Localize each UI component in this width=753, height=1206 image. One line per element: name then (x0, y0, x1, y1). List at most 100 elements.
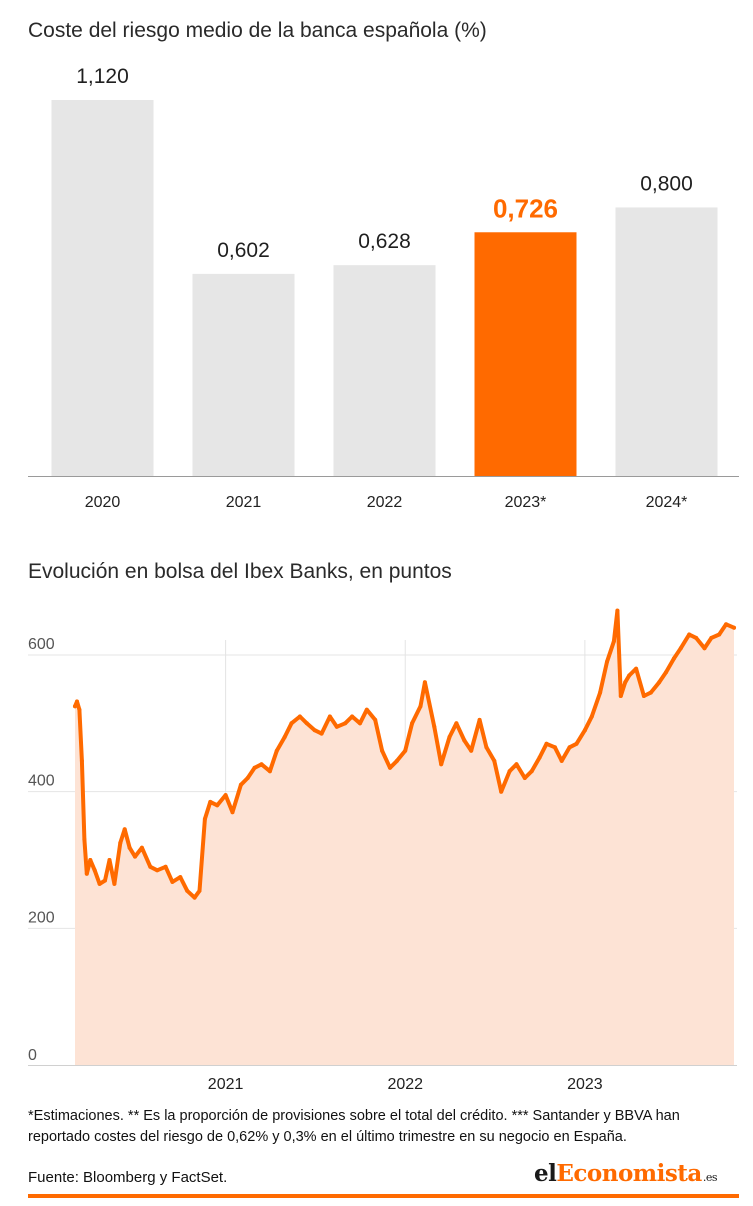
data-point (88, 858, 93, 862)
data-point (634, 666, 639, 671)
x-tick-label: 2022 (387, 1076, 423, 1093)
data-point (118, 840, 123, 845)
data-point (462, 738, 467, 743)
data-point (112, 881, 117, 886)
data-point (544, 741, 549, 746)
bar-category-label: 2022 (367, 494, 403, 511)
data-point (185, 888, 190, 893)
data-point (373, 717, 378, 722)
ibex-banks-area-chart: 0 200 400 600 2021 2022 2023 (28, 608, 737, 1093)
data-point (672, 656, 676, 661)
data-point (73, 704, 77, 709)
bar-2021 (192, 273, 295, 476)
bar-value-label: 1,120 (76, 65, 129, 88)
data-point (163, 864, 168, 869)
data-point (289, 721, 294, 726)
data-point (403, 748, 408, 753)
data-point (605, 659, 609, 664)
source-note: Fuente: Bloomberg y FactSet. (28, 1169, 228, 1186)
x-tick-label: 2023 (567, 1076, 603, 1093)
y-tick-label: 400 (28, 773, 55, 790)
data-point (567, 745, 572, 750)
data-point (103, 878, 107, 883)
data-point (245, 776, 250, 780)
data-point (334, 724, 339, 729)
data-point (582, 728, 587, 733)
data-point (477, 717, 482, 722)
bottom-rule (28, 1194, 739, 1198)
data-point (127, 845, 132, 850)
data-point (507, 769, 512, 774)
data-point (447, 735, 452, 739)
brand-logo[interactable]: elEconomista.es (533, 1160, 718, 1187)
data-point (388, 765, 392, 770)
data-point (492, 758, 497, 763)
bar-category-label: 2020 (85, 494, 121, 511)
data-point (208, 799, 213, 804)
bar-value-label: 0,726 (493, 193, 558, 223)
data-point (343, 721, 348, 726)
data-point (641, 694, 646, 698)
data-point (192, 895, 197, 900)
data-point (274, 748, 279, 753)
data-point (657, 680, 662, 685)
cost-of-risk-bar-chart: 1,120 2020 0,602 2021 0,628 2022 0,726 2023* 0,8… (28, 65, 739, 511)
data-point (77, 707, 82, 712)
data-point (422, 680, 427, 685)
data-point (82, 837, 87, 842)
data-point (259, 762, 264, 767)
data-point (327, 714, 332, 719)
data-point (687, 632, 692, 637)
data-point (702, 646, 707, 651)
data-point (380, 748, 385, 753)
data-point (97, 881, 102, 886)
data-point (709, 635, 714, 640)
data-point (598, 690, 603, 695)
data-point (178, 875, 183, 880)
data-point (574, 741, 579, 746)
data-point (439, 762, 444, 767)
data-point (79, 758, 84, 763)
data-point (529, 769, 534, 774)
x-tick-label: 2021 (208, 1076, 244, 1093)
data-point (627, 673, 632, 678)
data-point (267, 769, 272, 774)
data-point (297, 714, 302, 719)
data-point (252, 765, 257, 770)
data-point (358, 721, 362, 726)
data-point (514, 762, 519, 767)
data-point (304, 721, 309, 726)
data-point (319, 731, 324, 736)
data-point (589, 714, 594, 719)
data-point (202, 817, 207, 821)
data-point (394, 758, 399, 763)
data-point (312, 728, 317, 733)
data-point (107, 858, 112, 862)
data-point (484, 745, 489, 750)
data-point (454, 721, 459, 726)
data-point (664, 670, 669, 675)
data-point (410, 721, 415, 726)
data-point (724, 622, 729, 627)
data-point (75, 699, 79, 704)
data-point (350, 714, 355, 719)
data-point (717, 632, 722, 637)
data-point (230, 810, 235, 815)
data-point (469, 748, 474, 753)
data-point (694, 635, 699, 640)
data-point (197, 888, 202, 893)
data-point (122, 827, 127, 832)
data-point (648, 690, 653, 695)
data-point (499, 789, 504, 794)
bar-value-label: 0,602 (217, 239, 270, 262)
bar-2020 (51, 100, 154, 476)
data-point (223, 793, 228, 798)
footnote: *Estimaciones. ** Es la proporción de pr… (28, 1108, 680, 1145)
data-point (84, 871, 89, 876)
bar-2022 (333, 265, 436, 476)
data-point (432, 724, 437, 729)
bar-category-label: 2023* (505, 494, 547, 511)
data-point (559, 758, 564, 763)
bar-value-label: 0,628 (358, 230, 411, 253)
data-point (364, 707, 369, 712)
